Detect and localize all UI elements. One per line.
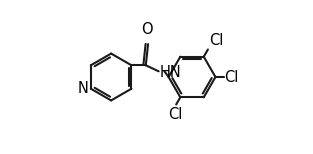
Text: Cl: Cl <box>168 107 182 122</box>
Text: N: N <box>77 81 88 96</box>
Text: Cl: Cl <box>224 69 239 85</box>
Text: HN: HN <box>159 65 181 80</box>
Text: Cl: Cl <box>209 33 223 48</box>
Text: O: O <box>141 22 153 37</box>
